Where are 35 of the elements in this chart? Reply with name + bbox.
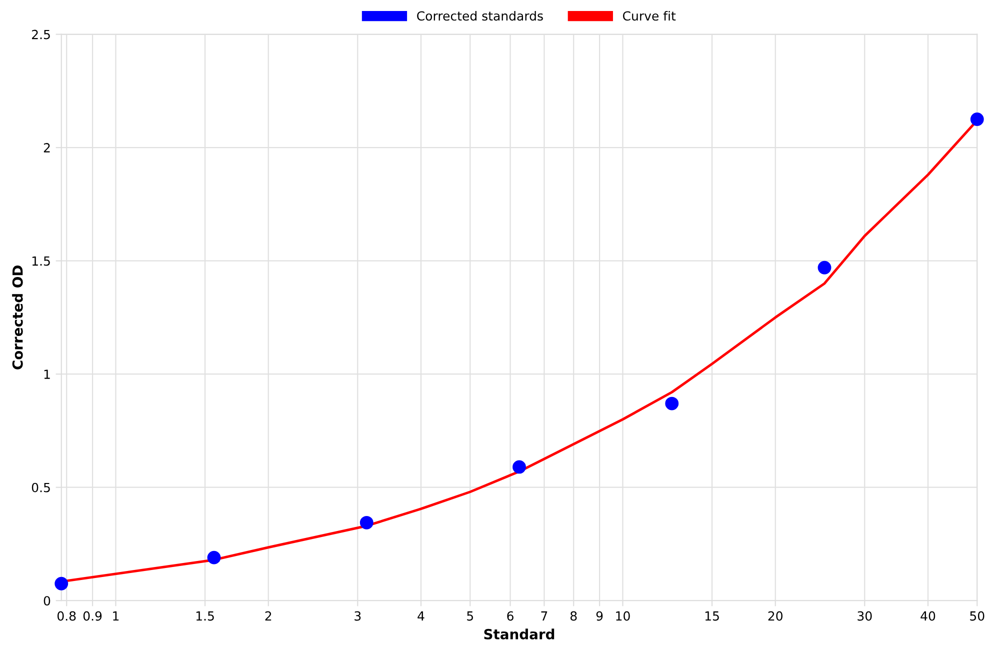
point <box>54 576 68 590</box>
x-tick-label: 8 <box>570 611 577 621</box>
y-tick-label: 0.5 <box>32 482 50 492</box>
x-tick-label: 9 <box>596 611 603 621</box>
y-tick-label: 2 <box>44 143 50 152</box>
point <box>360 516 374 530</box>
point <box>970 112 984 126</box>
point <box>207 550 221 564</box>
x-tick-label: 1.5 <box>196 611 214 621</box>
x-tick-label: 7 <box>541 611 548 621</box>
x-tick-label: 2 <box>265 611 272 621</box>
point <box>818 260 832 274</box>
y-tick-label: 2.5 <box>32 30 50 40</box>
x-tick-label: 5 <box>467 611 474 621</box>
legend-label: Corrected standards <box>417 10 543 21</box>
x-tick-label: 0.8 <box>57 611 76 621</box>
x-tick-label: 4 <box>418 611 424 621</box>
x-tick-label: 0.9 <box>83 611 102 621</box>
x-tick-label: 3 <box>354 611 361 621</box>
y-axis-title: Corrected OD <box>12 266 23 370</box>
x-tick-label: 6 <box>507 611 514 621</box>
x-tick-label: 40 <box>920 611 936 621</box>
y-tick-label: 1.5 <box>32 256 50 266</box>
legend-label: Curve fit <box>622 10 676 21</box>
x-tick-label: 30 <box>858 611 872 621</box>
x-tick-label: 15 <box>705 611 719 621</box>
y-tick-label: 1 <box>44 370 50 379</box>
x-tick-label: 10 <box>616 611 630 621</box>
x-tick-label: 1 <box>113 611 119 621</box>
point <box>665 396 679 410</box>
y-tick-label: 0 <box>44 596 50 606</box>
x-axis-title: Standard <box>484 628 554 640</box>
x-tick-label: 20 <box>768 611 782 621</box>
x-tick-label: 50 <box>970 611 984 621</box>
point <box>512 460 526 474</box>
